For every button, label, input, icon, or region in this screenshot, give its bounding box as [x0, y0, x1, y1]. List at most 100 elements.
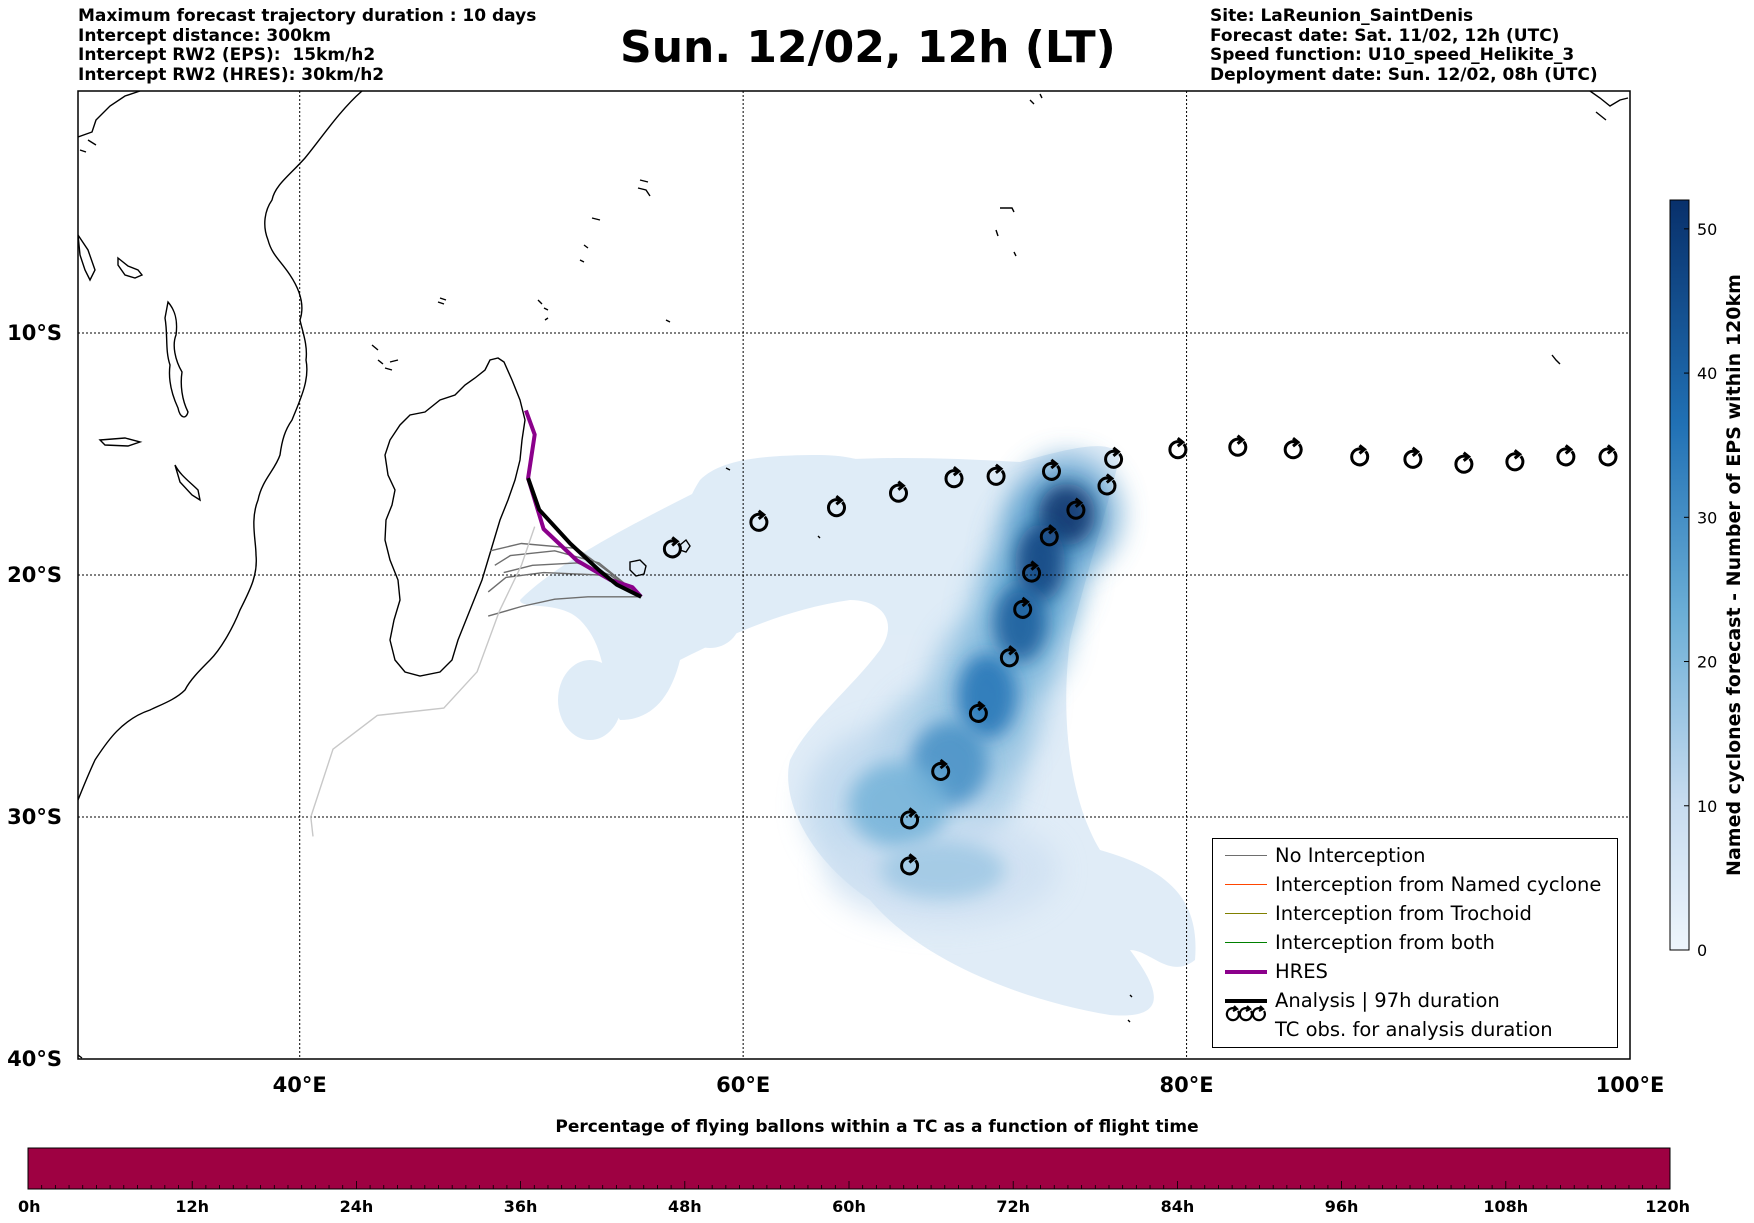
no-interception-track — [310, 526, 536, 837]
flight-time-tick-label: 24h — [340, 1197, 374, 1216]
tc-symbol-icon — [1022, 560, 1042, 583]
legend-swatch-hres — [1225, 969, 1267, 974]
intercept-hres-text: Intercept RW2 (HRES): 30km/h2 — [78, 64, 385, 85]
eps-colorbar-tick-label: 30 — [1697, 508, 1717, 527]
tc-symbol-icon — [999, 645, 1019, 668]
intercept-distance-text: Intercept distance: 300km — [78, 25, 331, 46]
site-text: Site: LaReunion_SaintDenis — [1210, 6, 1474, 26]
flight-time-colorbar: 0h 12h 24h 36h 48h 60h 72h 84h 96h 108h 120h — [18, 1147, 1690, 1216]
flight-time-colorbar-title: Percentage of flying ballons within a TC… — [555, 1117, 1199, 1137]
tc-symbol-icon — [1454, 451, 1474, 474]
legend-item-both: Interception from both — [1213, 928, 1617, 957]
tc-symbol-icon — [986, 463, 1006, 486]
flight-time-tick-label: 12h — [175, 1197, 209, 1216]
tc-symbol-icon — [662, 536, 682, 559]
hres-track — [524, 409, 643, 599]
lon-tick-label: 100°E — [1596, 1073, 1665, 1097]
deployment-date-text: Deployment date: Sun. 12/02, 08h (UTC) — [1210, 64, 1598, 85]
tc-symbol-icon — [1505, 449, 1525, 472]
lat-tick-label: 20°S — [7, 563, 62, 587]
tc-symbol-icon — [968, 700, 988, 723]
forecast-date-text: Forecast date: Sat. 11/02, 12h (UTC) — [1210, 25, 1560, 46]
legend-swatch-named-cyclone — [1225, 884, 1267, 885]
flight-time-tick-label: 0h — [18, 1197, 41, 1216]
speed-function-text: Speed function: U10_speed_Helikite_3 — [1210, 45, 1575, 65]
eps-colorbar-tick-label: 40 — [1697, 364, 1717, 383]
legend-label: HRES — [1275, 960, 1328, 983]
tc-symbol-icon — [931, 758, 951, 781]
coastlines — [78, 91, 1629, 1059]
flight-time-tick-label: 60h — [832, 1197, 866, 1216]
africa-lake-coast — [78, 234, 96, 282]
eps-colorbar-tick-label: 50 — [1697, 220, 1717, 239]
legend-swatch-no-interception — [1225, 855, 1267, 856]
tc-symbol-icon — [1066, 497, 1086, 520]
legend-label: No Interception — [1275, 844, 1426, 867]
madagascar-coastline — [384, 357, 526, 677]
africa-coastline — [78, 91, 363, 801]
tc-symbol-icon — [749, 509, 769, 532]
legend-item-named-cyclone: Interception from Named cyclone — [1213, 870, 1617, 899]
reunion-island — [629, 559, 647, 577]
intercept-eps-text: Intercept RW2 (EPS): 15km/h2 — [78, 45, 376, 65]
tc-symbol-icon — [1283, 437, 1303, 460]
tc-symbol-icon — [1350, 444, 1370, 467]
eps-colorbar-tick-label: 20 — [1697, 653, 1717, 672]
tc-symbol-icon — [1403, 446, 1423, 469]
analysis-track — [526, 477, 643, 599]
legend-item-analysis: Analysis | 97h duration — [1213, 986, 1617, 1015]
legend-label: Interception from both — [1275, 931, 1495, 954]
tc-symbol-icon — [1097, 473, 1117, 496]
legend-item-tc-obs: TC obs. for analysis duration — [1213, 1005, 1617, 1044]
flight-time-tick-label: 36h — [504, 1197, 538, 1216]
tc-symbol-icon — [900, 853, 920, 876]
tc-symbol-icon — [827, 495, 846, 518]
tc-symbol-icon — [944, 466, 964, 489]
eps-colorbar: 0 10 20 30 40 50 Named cyclones forecast - Nu… — [1669, 199, 1745, 960]
flight-time-tick-label: 108h — [1483, 1197, 1528, 1216]
axis-tick-labels: 40°E 60°E 80°E 100°E 10°S 20°S 30°S 40°S — [7, 321, 1664, 1097]
flight-time-tick-label: 48h — [668, 1197, 702, 1216]
legend-label: Interception from Named cyclone — [1275, 873, 1602, 896]
legend-label: Analysis | 97h duration — [1275, 989, 1500, 1012]
eps-colorbar-label: Named cyclones forecast - Number of EPS … — [1723, 274, 1745, 876]
lon-tick-label: 60°E — [716, 1073, 770, 1097]
flight-time-tick-label: 72h — [996, 1197, 1030, 1216]
legend-item-hres: HRES — [1213, 957, 1617, 986]
lon-tick-label: 40°E — [273, 1073, 327, 1097]
eps-colorbar-gradient — [1669, 199, 1690, 951]
header-left-info: Maximum forecast trajectory duration : 1… — [78, 6, 537, 85]
page-title: Sun. 12/02, 12h (LT) — [620, 22, 1116, 73]
tc-symbol-icon — [1228, 434, 1248, 457]
flight-time-tick-label: 96h — [1325, 1197, 1359, 1216]
legend-swatch-trochoid — [1225, 913, 1267, 914]
header-right-info: Site: LaReunion_SaintDenis Forecast date… — [1210, 6, 1598, 85]
density-blob-core — [993, 584, 1047, 663]
tc-symbol-icon — [1225, 1005, 1267, 1025]
legend-item-no-interception: No Interception — [1213, 841, 1617, 870]
legend-swatch-both — [1225, 942, 1267, 943]
trajectory-duration-text: Maximum forecast trajectory duration : 1… — [78, 6, 537, 26]
flight-time-tick-label: 84h — [1161, 1197, 1195, 1216]
tc-symbol-icon — [900, 807, 920, 830]
map-border — [77, 90, 1631, 1060]
no-interception-track — [494, 550, 642, 598]
no-interception-track — [490, 542, 633, 591]
eps-colorbar-tick-label: 0 — [1697, 941, 1707, 960]
trajectory-tracks — [310, 409, 643, 837]
eps-colorbar-ticks: 0 10 20 30 40 50 — [1684, 220, 1717, 960]
tc-symbol-icon — [1598, 444, 1618, 467]
lat-tick-label: 10°S — [7, 321, 62, 345]
legend-label: Interception from Trochoid — [1275, 902, 1532, 925]
graticule — [78, 91, 1630, 1059]
tc-symbol-icon — [1104, 446, 1124, 469]
tc-symbol-icon — [1556, 444, 1576, 467]
eps-colorbar-tick-label: 10 — [1697, 797, 1717, 816]
tc-symbol-icon — [889, 480, 908, 503]
lat-tick-label: 40°S — [7, 1047, 62, 1071]
flight-time-tick-label: 120h — [1645, 1197, 1690, 1216]
tc-symbol-icon — [1013, 596, 1033, 619]
legend-label: TC obs. for analysis duration — [1275, 1018, 1553, 1041]
density-blob-core — [848, 762, 949, 848]
